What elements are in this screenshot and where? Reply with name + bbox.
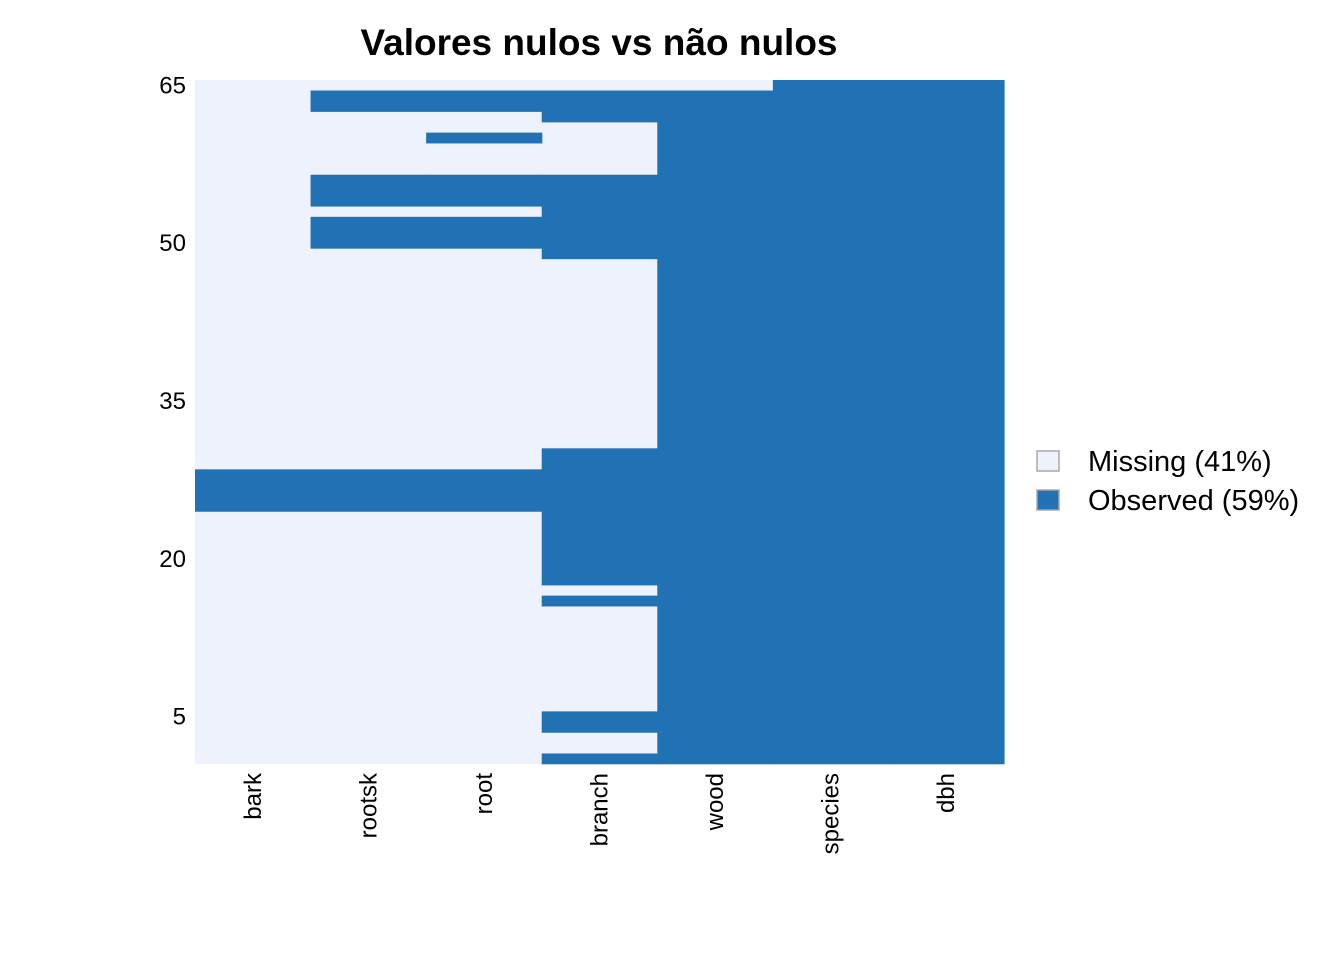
y-tick-label: 35 <box>159 388 186 415</box>
observed-cell-branch <box>541 711 658 733</box>
observed-cell-species <box>772 80 890 765</box>
observed-cell-branch <box>541 448 658 586</box>
x-axis-ticks: bark rootsk root branch wood species dbh <box>240 772 960 854</box>
y-axis-ticks: 5 20 35 50 65 <box>159 72 186 730</box>
observed-cell-root <box>426 132 543 144</box>
observed-cell-root <box>426 469 543 512</box>
x-tick-label-dbh: dbh <box>933 773 960 813</box>
observed-cell-bark <box>195 469 312 512</box>
observed-cell-branch <box>541 174 658 260</box>
legend-label: Missing (41%) <box>1088 446 1272 478</box>
x-tick-label-wood: wood <box>702 773 729 831</box>
x-tick-label-rootsk: rootsk <box>355 772 382 838</box>
x-tick-label-root: root <box>471 773 498 815</box>
legend-swatch <box>1036 450 1060 472</box>
legend: Missing (41%) Observed (59%) <box>1036 446 1299 517</box>
observed-cell-rootsk <box>310 216 427 249</box>
legend-swatch <box>1036 489 1060 511</box>
legend-label: Observed (59%) <box>1088 485 1299 517</box>
observed-cell-root <box>426 174 543 207</box>
observed-cell-rootsk <box>310 174 427 207</box>
observed-cell-dbh <box>888 80 1005 765</box>
observed-cell-wood <box>657 90 774 765</box>
x-tick-label-species: species <box>818 773 845 854</box>
heatmap-cells <box>195 80 1005 765</box>
y-tick-label: 20 <box>159 546 186 573</box>
observed-cell-branch <box>541 90 658 123</box>
y-tick-label: 65 <box>159 72 186 99</box>
x-tick-label-branch: branch <box>587 773 614 846</box>
y-tick-label: 5 <box>173 704 186 731</box>
chart-title: Valores nulos vs não nulos <box>360 22 837 63</box>
observed-cell-rootsk <box>310 469 427 512</box>
y-tick-label: 50 <box>159 230 186 257</box>
observed-cell-rootsk <box>310 90 427 112</box>
observed-cell-branch <box>541 595 658 607</box>
observed-cell-root <box>426 90 543 112</box>
observed-cell-branch <box>541 753 658 765</box>
observed-cell-root <box>426 216 543 249</box>
x-tick-label-bark: bark <box>240 772 267 820</box>
